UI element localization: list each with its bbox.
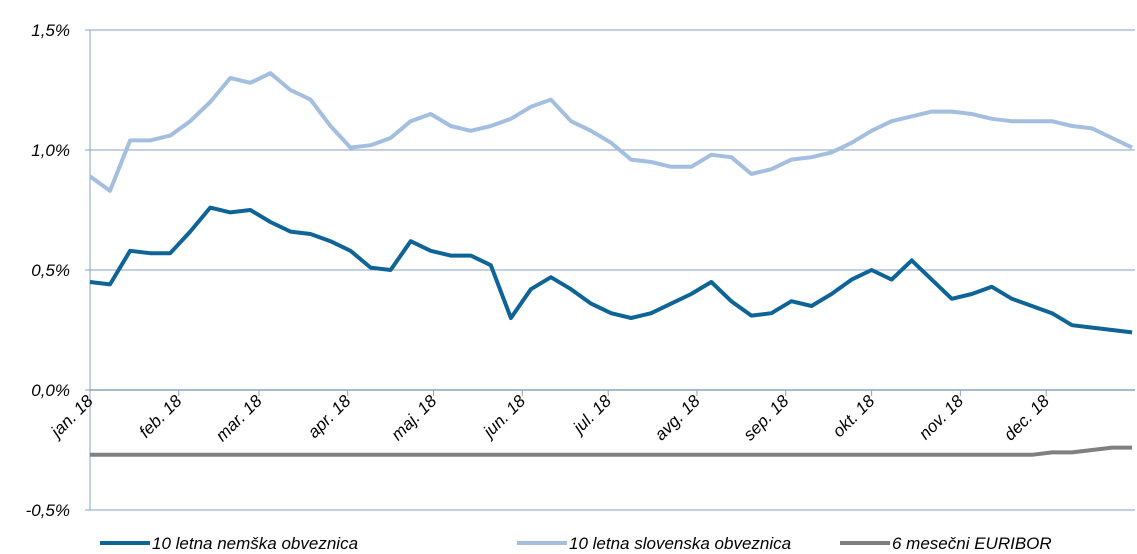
x-tick-label: sep. 18 [740, 391, 793, 444]
x-tick-label: okt. 18 [829, 391, 879, 441]
legend-label: 10 letna nemška obveznica [152, 534, 358, 553]
x-tick-label: dec. 18 [1000, 391, 1053, 444]
series-line [89, 205, 1133, 335]
x-tick-label: nov. 18 [915, 391, 967, 443]
y-tick-label: 1,0% [31, 141, 70, 160]
x-tick-label: jul. 18 [568, 391, 615, 438]
x-tick-label: apr. 18 [304, 391, 355, 442]
series-line [90, 445, 1133, 457]
y-tick-label: 0,0% [31, 381, 70, 400]
x-tick-label: avg. 18 [651, 391, 704, 444]
x-tick-label: mar. 18 [212, 391, 266, 445]
y-tick-label: -0,5% [26, 501, 70, 520]
legend-label: 10 letna slovenska obveznica [569, 534, 791, 553]
x-tick-label: maj. 18 [388, 391, 441, 444]
series-line [88, 71, 1133, 193]
x-tick-label: jun. 18 [478, 391, 529, 442]
x-tick-label: feb. 18 [135, 391, 186, 442]
y-tick-label: 1,5% [31, 21, 70, 40]
legend-label: 6 mesečni EURIBOR [892, 534, 1052, 553]
y-tick-label: 0,5% [31, 261, 70, 280]
